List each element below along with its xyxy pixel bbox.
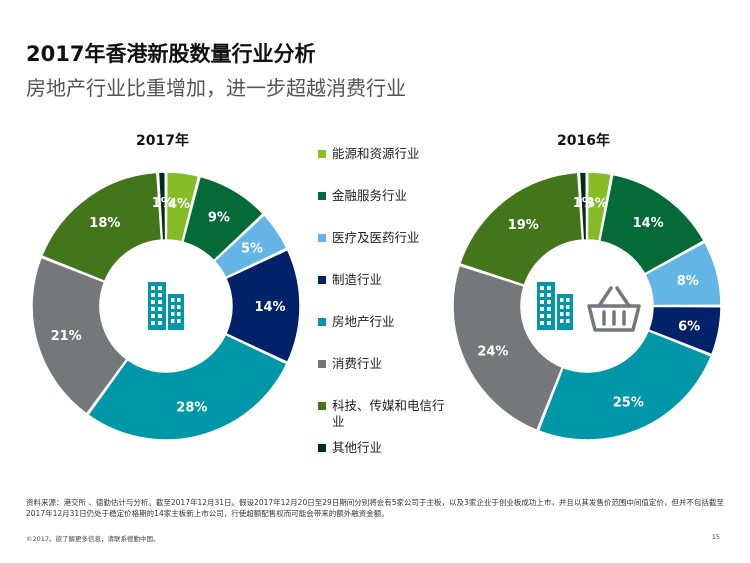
donut-slice <box>213 213 288 279</box>
basket-icon <box>587 286 641 332</box>
slice-label: 14% <box>633 216 664 231</box>
building-icon <box>537 282 573 330</box>
building-icon <box>148 282 184 330</box>
donut-slice <box>644 241 722 307</box>
legend-swatch <box>318 360 326 368</box>
legend-label: 房地产行业 <box>332 314 395 329</box>
legend-label: 其他行业 <box>332 440 383 455</box>
legend-item: 消费行业 <box>318 356 468 372</box>
copyright: ©2017。欲了解更多信息，请联系德勤中国。 <box>26 535 160 543</box>
slice-label: 28% <box>176 401 207 416</box>
donut-slice <box>586 171 613 242</box>
donut-slice <box>157 171 167 241</box>
legend-item: 其他行业 <box>318 440 468 456</box>
footnote: 资料来源：港交所 、德勤估计与分析。截至2017年12月31日。假设2017年1… <box>26 498 724 518</box>
legend-swatch <box>318 402 326 410</box>
slice-label: 14% <box>254 300 285 315</box>
slice-label: 6% <box>678 319 700 334</box>
legend-item: 医疗及医药行业 <box>318 230 468 246</box>
legend-label: 医疗及医药行业 <box>332 230 420 245</box>
donut-slice <box>578 171 588 241</box>
slice-label: 1% <box>152 196 174 211</box>
donut-slice <box>647 305 722 356</box>
donut-slice <box>537 329 713 441</box>
legend-label: 金融服务行业 <box>332 188 408 203</box>
slice-label: 5% <box>241 242 263 257</box>
donut-slice <box>86 333 288 441</box>
donut-slice <box>224 248 301 364</box>
donut-chart-2017: 4% 9% 5% 14% 28% 21% 18% 1% <box>31 171 301 441</box>
slice-label: 8% <box>677 274 699 289</box>
legend-swatch <box>318 276 326 284</box>
legend-label: 制造行业 <box>332 272 383 287</box>
chart-2017-title: 2017年 <box>136 133 189 149</box>
donut-slice <box>31 256 128 415</box>
legend-label: 消费行业 <box>332 356 383 371</box>
donut-slice <box>40 171 163 283</box>
donut-slice <box>598 173 706 275</box>
donut-slice <box>181 175 265 262</box>
slice-label: 18% <box>89 216 120 231</box>
chart-2016-title: 2016年 <box>557 133 610 149</box>
page-subtitle: 房地产行业比重增加，进一步超越消费行业 <box>26 76 406 100</box>
legend-item: 金融服务行业 <box>318 188 468 204</box>
slice-label: 19% <box>508 218 539 233</box>
donut-hole <box>522 241 652 371</box>
legend-swatch <box>318 318 326 326</box>
legend: 能源和资源行业 金融服务行业 医疗及医药行业 制造行业 房地产行业 消费行业 科… <box>318 146 468 482</box>
legend-swatch <box>318 444 326 452</box>
slice-label: 9% <box>208 210 230 225</box>
legend-item: 制造行业 <box>318 272 468 288</box>
page-title: 2017年香港新股数量行业分析 <box>26 42 316 66</box>
slice-label: 3% <box>586 196 608 211</box>
slice-label: 24% <box>477 344 508 359</box>
legend-item: 房地产行业 <box>318 314 468 330</box>
legend-label: 科技、传媒和电信行业 <box>332 398 445 429</box>
page-number: 15 <box>711 533 720 541</box>
slice-label: 1% <box>573 196 595 211</box>
legend-item: 能源和资源行业 <box>318 146 468 162</box>
slice-label: 4% <box>168 197 190 212</box>
slice-label: 21% <box>51 329 82 344</box>
donut-chart-2016: 3% 14% 8% 6% 25% 24% 19% 1% <box>452 171 722 441</box>
legend-swatch <box>318 150 326 158</box>
donut-slice <box>452 264 564 432</box>
legend-swatch <box>318 192 326 200</box>
legend-swatch <box>318 234 326 242</box>
donut-slice <box>458 171 584 287</box>
slice-label: 25% <box>613 395 644 410</box>
legend-item: 科技、传媒和电信行业 <box>318 398 450 430</box>
legend-label: 能源和资源行业 <box>332 146 420 161</box>
donut-slice <box>165 171 200 243</box>
